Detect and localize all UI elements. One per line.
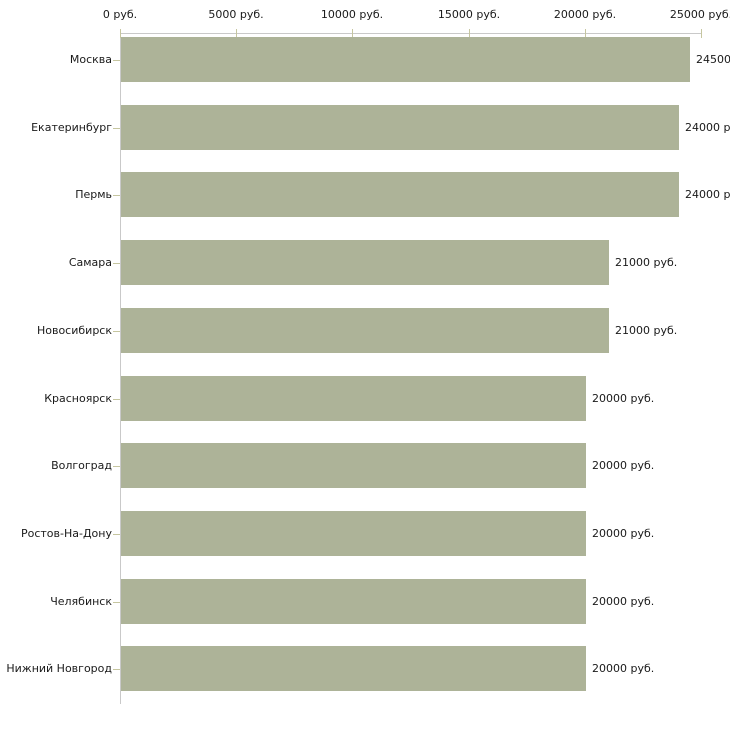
bar [121, 172, 679, 217]
y-axis-tick-mark [113, 263, 120, 264]
x-axis-tick-mark [585, 29, 586, 38]
y-axis-line [120, 33, 121, 704]
bar [121, 511, 586, 556]
bar [121, 240, 609, 285]
value-label: 24000 руб. [685, 188, 730, 201]
category-label: Ростов-На-Дону [20, 527, 112, 540]
value-label: 21000 руб. [615, 256, 678, 269]
y-axis-tick-mark [113, 602, 120, 603]
x-axis-tick-mark [120, 29, 121, 38]
category-label: Новосибирск [36, 324, 112, 337]
x-axis-line [120, 33, 701, 34]
y-axis-tick-mark [113, 128, 120, 129]
y-axis-tick-mark [113, 669, 120, 670]
x-axis-tick-mark [352, 29, 353, 38]
x-axis-tick-label: 10000 руб. [320, 8, 384, 21]
x-axis-tick-mark [701, 29, 702, 38]
value-label: 24000 руб. [685, 121, 730, 134]
category-label: Москва [69, 53, 112, 66]
category-label: Челябинск [50, 595, 112, 608]
category-label: Красноярск [44, 392, 112, 405]
value-label: 20000 руб. [592, 595, 655, 608]
bar [121, 376, 586, 421]
y-axis-tick-mark [113, 466, 120, 467]
bar [121, 579, 586, 624]
bar [121, 105, 679, 150]
category-label: Самара [68, 256, 112, 269]
bar [121, 308, 609, 353]
category-label: Пермь [75, 188, 112, 201]
x-axis-tick-label: 5000 руб. [208, 8, 264, 21]
x-axis-tick-label: 15000 руб. [437, 8, 501, 21]
y-axis-tick-mark [113, 60, 120, 61]
value-label: 20000 руб. [592, 459, 655, 472]
value-label: 20000 руб. [592, 392, 655, 405]
x-axis-tick-mark [236, 29, 237, 38]
y-axis-tick-mark [113, 195, 120, 196]
x-axis-tick-label: 25000 руб. [669, 8, 730, 21]
x-axis-tick-label: 20000 руб. [553, 8, 617, 21]
value-label: 21000 руб. [615, 324, 678, 337]
value-label: 20000 руб. [592, 527, 655, 540]
y-axis-tick-mark [113, 534, 120, 535]
bar [121, 646, 586, 691]
y-axis-tick-mark [113, 331, 120, 332]
category-label: Нижний Новгород [6, 662, 112, 675]
y-axis-tick-mark [113, 399, 120, 400]
category-label: Волгоград [51, 459, 112, 472]
value-label: 24500 руб. [696, 53, 730, 66]
category-label: Екатеринбург [31, 121, 112, 134]
x-axis-tick-label: 0 руб. [102, 8, 138, 21]
value-label: 20000 руб. [592, 662, 655, 675]
x-axis-tick-mark [469, 29, 470, 38]
bar [121, 37, 690, 82]
bar [121, 443, 586, 488]
